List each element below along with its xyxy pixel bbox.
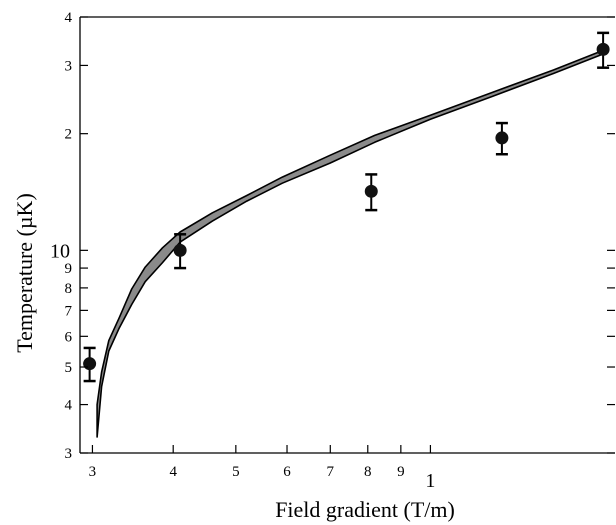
x-tick-label: 8 bbox=[364, 464, 372, 480]
x-tick-label: 5 bbox=[232, 464, 240, 480]
y-tick-label: 4 bbox=[65, 398, 73, 414]
y-tick-label: 3 bbox=[65, 58, 73, 74]
y-tick-label: 10 bbox=[50, 240, 70, 262]
x-tick-label: 7 bbox=[327, 464, 335, 480]
x-tick-label: 4 bbox=[169, 464, 177, 480]
y-tick-label: 2 bbox=[65, 127, 73, 143]
y-tick-label: 3 bbox=[65, 446, 73, 462]
y-tick-label: 8 bbox=[65, 281, 73, 297]
x-tick-label: 6 bbox=[283, 464, 291, 480]
x-axis-label: Field gradient (T/m) bbox=[275, 497, 455, 522]
y-axis-label: Temperature (µK) bbox=[12, 193, 37, 353]
theory-band-area bbox=[96, 49, 604, 438]
data-point bbox=[173, 243, 187, 257]
y-tick-label: 5 bbox=[65, 360, 73, 376]
x-tick-label: 3 bbox=[89, 464, 97, 480]
x-tick-label: 9 bbox=[397, 464, 405, 480]
data-point bbox=[364, 184, 378, 198]
plot-frame bbox=[79, 16, 615, 454]
y-tick-label: 7 bbox=[65, 303, 73, 319]
y-tick-label: 9 bbox=[65, 261, 73, 277]
y-tick-label: 4 bbox=[65, 10, 73, 26]
data-point bbox=[495, 131, 509, 145]
theory-band bbox=[96, 49, 604, 438]
x-tick-label: 1 bbox=[425, 470, 435, 492]
data-point bbox=[596, 42, 610, 56]
data-points bbox=[83, 31, 610, 383]
y-tick-label: 6 bbox=[65, 329, 73, 345]
data-point bbox=[83, 357, 97, 371]
